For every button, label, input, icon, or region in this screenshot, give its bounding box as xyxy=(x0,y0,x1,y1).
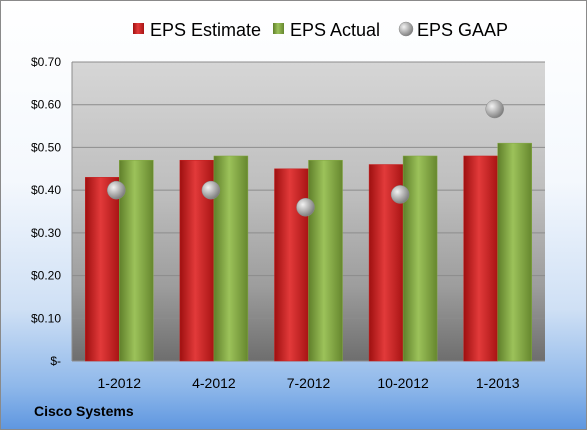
company-name: Cisco Systems xyxy=(34,403,134,419)
x-tick-label: 4-2012 xyxy=(192,375,236,391)
eps-gaap-marker xyxy=(390,185,410,204)
x-tick-label: 1-2012 xyxy=(98,375,142,391)
legend-eps-actual-label: EPS Actual xyxy=(290,20,380,40)
y-tick-label: $0.50 xyxy=(31,140,61,154)
y-tick-label: $0.60 xyxy=(31,98,61,112)
y-axis-ticks: $- $0.10 $0.20 $0.30 $0.40 $0.50 $0.60 $0.70 xyxy=(31,55,61,368)
legend: EPS Estimate EPS Actual EPS GAAP xyxy=(133,20,508,40)
y-tick-label: $0.30 xyxy=(31,226,61,240)
eps-estimate-bar xyxy=(274,168,309,362)
bars xyxy=(85,142,532,362)
x-tick-label: 1-2013 xyxy=(476,375,520,391)
legend-eps-actual-swatch xyxy=(273,23,284,34)
legend-eps-gaap-label: EPS GAAP xyxy=(417,20,508,40)
legend-eps-gaap-swatch xyxy=(398,21,414,37)
y-tick-label: $0.20 xyxy=(31,269,61,283)
y-tick-label: $- xyxy=(50,354,61,368)
eps-gaap-marker xyxy=(107,180,126,200)
y-tick-label: $0.10 xyxy=(31,311,61,325)
eps-actual-bar xyxy=(308,159,343,362)
legend-eps-estimate-swatch xyxy=(133,23,144,34)
eps-actual-bar xyxy=(119,159,154,362)
x-tick-label: 7-2012 xyxy=(287,375,331,391)
x-tick-label: 10-2012 xyxy=(377,375,429,391)
eps-gaap-marker xyxy=(485,99,504,119)
y-tick-label: $0.70 xyxy=(31,55,61,69)
y-tick-label: $0.40 xyxy=(31,183,61,197)
eps-estimate-bar xyxy=(463,155,498,362)
eps-actual-bar xyxy=(402,155,438,362)
gaap-markers xyxy=(107,99,504,217)
eps-gaap-marker xyxy=(296,197,315,217)
eps-actual-bar xyxy=(497,142,532,362)
x-axis-ticks: 1-2012 4-2012 7-2012 10-2012 1-2013 xyxy=(98,375,520,391)
legend-eps-estimate-label: EPS Estimate xyxy=(150,20,261,40)
eps-gaap-marker xyxy=(201,180,221,200)
eps-estimate-bar xyxy=(85,177,120,362)
